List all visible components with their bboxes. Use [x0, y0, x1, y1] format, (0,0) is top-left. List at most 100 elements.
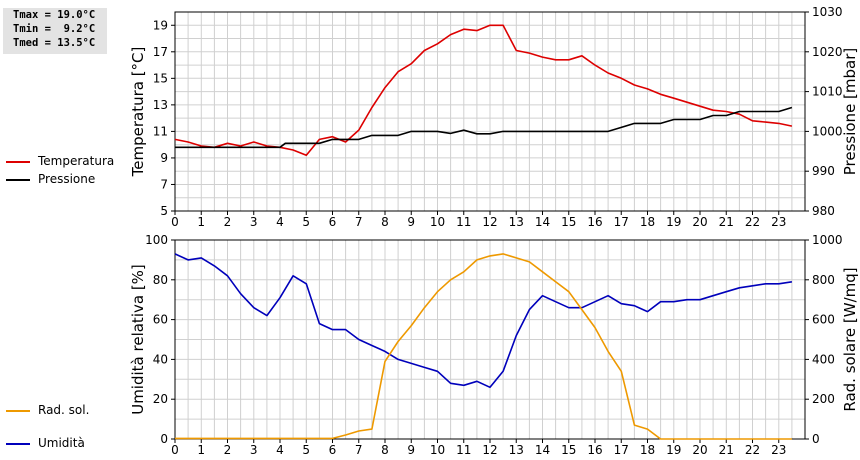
top-xtick-label: 11 [456, 215, 471, 229]
bottom-y2tick-label: 1000 [812, 233, 843, 247]
bottom-xtick-label: 2 [224, 443, 232, 457]
bottom-ytick-label: 60 [153, 313, 168, 327]
stat-tmin: Tmin = 9.2°C [13, 23, 96, 35]
bottom-xtick-label: 9 [407, 443, 415, 457]
top-y2tick-label: 990 [812, 164, 835, 178]
bottom-y2tick-label: 200 [812, 392, 835, 406]
bottom-ytick-label: 40 [153, 352, 168, 366]
top-y2tick-label: 1000 [812, 124, 843, 138]
top-xtick-label: 4 [276, 215, 284, 229]
bottom-xtick-label: 19 [666, 443, 681, 457]
bottom-xtick-label: 20 [692, 443, 707, 457]
bottom-ytick-label: 0 [160, 432, 168, 446]
top-xtick-label: 3 [250, 215, 258, 229]
top-ylabel: Temperatura [°C] [129, 47, 147, 178]
bottom-xtick-label: 4 [276, 443, 284, 457]
top-xtick-label: 20 [692, 215, 707, 229]
bottom-ytick-label: 20 [153, 392, 168, 406]
top-xtick-label: 17 [614, 215, 629, 229]
legend-label-temperatura: Temperatura [38, 154, 115, 168]
top-xtick-label: 6 [329, 215, 337, 229]
top-ytick-label: 7 [160, 177, 168, 191]
bottom-xtick-label: 22 [745, 443, 760, 457]
bottom-xtick-label: 5 [302, 443, 310, 457]
bottom-xtick-label: 6 [329, 443, 337, 457]
top-ytick-label: 19 [153, 18, 168, 32]
top-ytick-label: 15 [153, 71, 168, 85]
top-xtick-label: 5 [302, 215, 310, 229]
top-ytick-label: 9 [160, 151, 168, 165]
top-xtick-label: 12 [482, 215, 497, 229]
bottom-xtick-label: 23 [771, 443, 786, 457]
bottom-xtick-label: 12 [482, 443, 497, 457]
top-xtick-label: 0 [171, 215, 179, 229]
top-xtick-label: 15 [561, 215, 576, 229]
stat-tmed: Tmed = 13.5°C [13, 37, 96, 49]
bottom-xtick-label: 0 [171, 443, 179, 457]
bottom-y2label: Rad. solare [W/mq] [841, 267, 859, 411]
bottom-ytick-label: 100 [145, 233, 168, 247]
bottom-xtick-label: 1 [197, 443, 205, 457]
bottom-xtick-label: 8 [381, 443, 389, 457]
top-y2tick-label: 980 [812, 204, 835, 218]
bottom-y2tick-label: 400 [812, 352, 835, 366]
top-ytick-label: 17 [153, 45, 168, 59]
bottom-xtick-label: 18 [640, 443, 655, 457]
legend-item-umidita: Umidità [6, 436, 85, 450]
legend-label-rad-sol: Rad. sol. [38, 403, 90, 417]
bottom-chart: 0 1 2 3 4 5 6 7 8 9 10 11 12 13 14 15 16 17 18 19 20 21 22 2302… [129, 233, 859, 457]
top-xtick-label: 21 [719, 215, 734, 229]
legend-swatch-temperatura [6, 160, 30, 163]
stat-tmax: Tmax = 19.0°C [13, 9, 96, 21]
top-y2tick-label: 1030 [812, 5, 843, 19]
bottom-ylabel: Umidità relativa [%] [129, 264, 147, 415]
bottom-y2tick-label: 800 [812, 273, 835, 287]
bottom-y2tick-label: 600 [812, 313, 835, 327]
bottom-xtick-label: 16 [587, 443, 602, 457]
top-xtick-label: 22 [745, 215, 760, 229]
top-series-pressione [175, 106, 793, 149]
top-xtick-label: 13 [509, 215, 524, 229]
bottom-xtick-label: 7 [355, 443, 363, 457]
top-ytick-label: 13 [153, 98, 168, 112]
top-y2label: Pressione [mbar] [841, 48, 859, 176]
top-xtick-label: 1 [197, 215, 205, 229]
top-xtick-label: 10 [430, 215, 445, 229]
top-xtick-label: 16 [587, 215, 602, 229]
bottom-xtick-label: 17 [614, 443, 629, 457]
legend-item-rad-sol: Rad. sol. [6, 403, 89, 417]
bottom-series-umidit [174, 253, 793, 389]
top-ytick-label: 5 [160, 204, 168, 218]
top-y2tick-label: 1020 [812, 45, 843, 59]
bottom-xtick-label: 14 [535, 443, 550, 457]
legend-item-temperatura: Temperatura [6, 154, 114, 168]
bottom-xtick-label: 11 [456, 443, 471, 457]
top-xtick-label: 7 [355, 215, 363, 229]
top-xtick-label: 14 [535, 215, 550, 229]
bottom-series-rad-sol [175, 253, 792, 440]
legend-swatch-pressione [6, 178, 30, 181]
bottom-xtick-label: 10 [430, 443, 445, 457]
top-chart: 0 1 2 3 4 5 6 7 8 9 10 11 12 13 14 15 16 17 18 19 20 21 22 2357… [129, 5, 859, 229]
bottom-xtick-label: 21 [719, 443, 734, 457]
bottom-ytick-label: 80 [153, 273, 168, 287]
legend-item-pressione: Pressione [6, 172, 95, 186]
legend-label-pressione: Pressione [38, 172, 96, 186]
top-xtick-label: 23 [771, 215, 786, 229]
top-xtick-label: 9 [407, 215, 415, 229]
top-ytick-label: 11 [153, 124, 168, 138]
legend-label-umidita: Umidità [38, 436, 85, 450]
bottom-xtick-label: 13 [509, 443, 524, 457]
top-xtick-label: 18 [640, 215, 655, 229]
bottom-y2tick-label: 0 [812, 432, 820, 446]
top-xtick-label: 19 [666, 215, 681, 229]
legend-swatch-umidita [6, 442, 30, 445]
bottom-xtick-label: 3 [250, 443, 258, 457]
top-series-temperatura [174, 24, 793, 157]
stats-box: Tmax = 19.0°C Tmin = 9.2°C Tmed = 13.5°C [3, 8, 107, 54]
top-xtick-label: 8 [381, 215, 389, 229]
top-xtick-label: 2 [224, 215, 232, 229]
bottom-xtick-label: 15 [561, 443, 576, 457]
top-y2tick-label: 1010 [812, 85, 843, 99]
